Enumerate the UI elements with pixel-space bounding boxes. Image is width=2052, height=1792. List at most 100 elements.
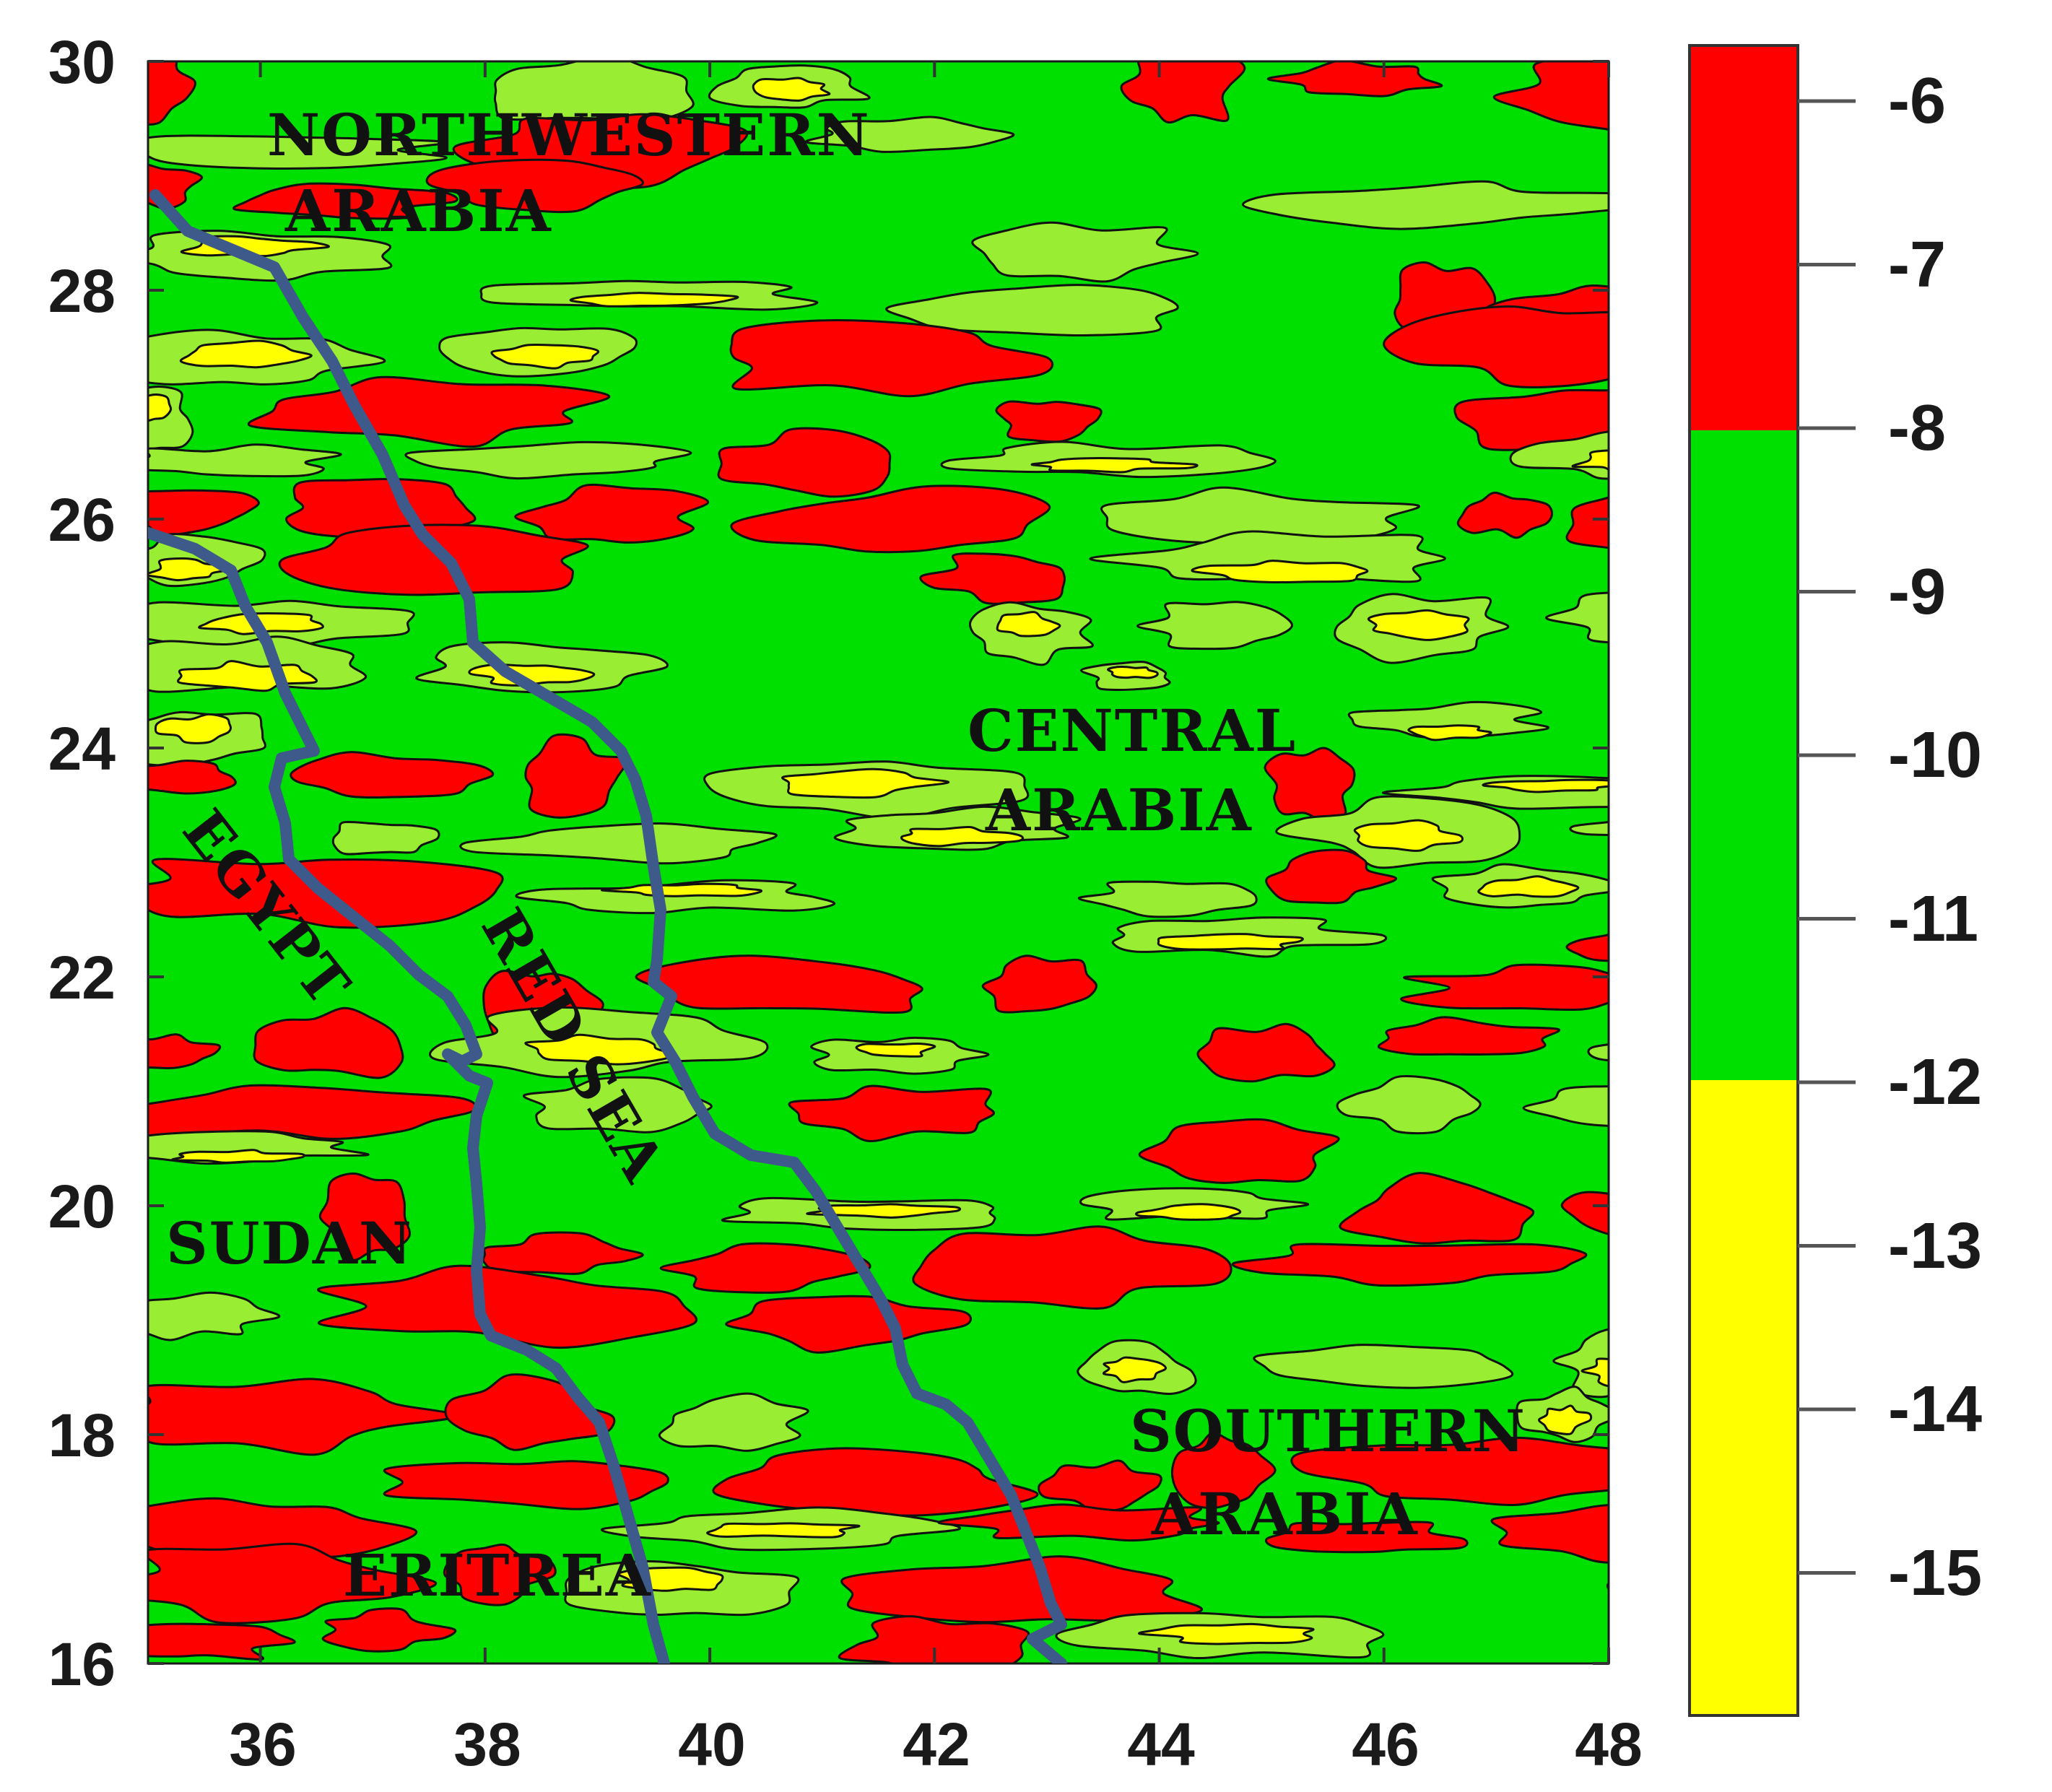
red-contour-region xyxy=(1196,1022,1336,1083)
yellow-contour-region xyxy=(996,611,1061,638)
red-contour-region xyxy=(1565,933,1609,962)
yellow-contour-region xyxy=(1138,1622,1315,1645)
yellow-contour-region xyxy=(154,713,232,744)
red-contour-region xyxy=(425,158,644,214)
red-contour-region xyxy=(148,1084,477,1140)
lightgreen-contour-region xyxy=(1242,180,1609,230)
red-contour-region xyxy=(524,733,628,819)
x-tick-label: 36 xyxy=(229,1710,296,1778)
red-contour-region xyxy=(443,1543,557,1606)
red-contour-region xyxy=(1383,305,1609,388)
red-contour-region xyxy=(659,1242,871,1294)
yellow-contour-region xyxy=(601,882,763,897)
yellow-contour-region xyxy=(170,1149,306,1164)
red-contour-region xyxy=(148,1542,438,1624)
red-contour-region xyxy=(1120,61,1246,124)
red-contour-region xyxy=(148,489,260,536)
red-contour-region xyxy=(1565,496,1609,549)
region-label-southern: SOUTHERN xyxy=(1130,1397,1526,1465)
red-contour-region xyxy=(148,1033,222,1069)
yellow-contour-region xyxy=(1191,560,1369,584)
lightgreen-contour-region xyxy=(1545,591,1609,644)
y-tick-label: 16 xyxy=(48,1630,116,1698)
yellow-contour-region xyxy=(1030,457,1199,474)
lightgreen-contour-region xyxy=(1569,820,1609,836)
colorbar-label: -6 xyxy=(1888,65,1946,137)
red-contour-region xyxy=(725,1295,972,1354)
red-contour-region xyxy=(1265,848,1398,905)
colorbar-label: -13 xyxy=(1888,1210,1982,1282)
colorbar-labels: -6 -7 -8 -9 -10 -11 -12 -13 -14 -15 xyxy=(1888,65,1982,1609)
yellow-contour-region xyxy=(781,767,950,799)
lightgreen-contour-region xyxy=(1522,1085,1609,1128)
colorbar-label: -15 xyxy=(1888,1537,1982,1609)
x-tick-label: 46 xyxy=(1352,1710,1419,1778)
red-sea-west-coast xyxy=(148,527,670,1663)
red-contour-region xyxy=(995,400,1103,443)
lightgreen-contour-region xyxy=(971,221,1199,283)
yellow-contour-region xyxy=(148,393,173,422)
red-contour-region xyxy=(1399,963,1609,1012)
red-contour-region xyxy=(730,484,1051,554)
red-contour-region xyxy=(232,182,458,220)
red-contour-region xyxy=(712,1447,1039,1517)
yellow-contour-region xyxy=(1407,724,1492,741)
red-sea-east-coast xyxy=(149,189,1067,1663)
y-tick-label: 18 xyxy=(48,1401,116,1469)
red-contour-region xyxy=(937,1503,1220,1542)
y-tick-label: 28 xyxy=(48,257,116,325)
yellow-contour-region xyxy=(855,1042,936,1058)
red-contour-region xyxy=(317,1264,698,1349)
x-tick-label: 38 xyxy=(453,1710,521,1778)
lightgreen-contour-region xyxy=(1336,1075,1482,1135)
x-tick-label: 40 xyxy=(678,1710,745,1778)
colorbar-label: -7 xyxy=(1888,229,1946,301)
red-contour-region xyxy=(321,1607,457,1653)
red-contour-region xyxy=(290,751,495,799)
yellow-contour-region xyxy=(179,339,313,369)
red-contour-region xyxy=(148,1622,296,1661)
lightgreen-contour-region xyxy=(459,822,778,865)
red-contour-region xyxy=(919,552,1066,605)
red-contour-region xyxy=(1490,1504,1609,1564)
lightgreen-contour-region xyxy=(1077,880,1258,918)
red-contour-region xyxy=(1606,1582,1609,1591)
red-contour-region xyxy=(1138,1118,1340,1184)
yellow-contour-region xyxy=(900,825,1025,848)
x-tick-label: 42 xyxy=(903,1710,970,1778)
yellow-contour-region xyxy=(1538,1404,1593,1435)
yellow-contour-region xyxy=(1135,1203,1242,1221)
y-tick-label: 22 xyxy=(48,944,116,1012)
yellow-contour-region xyxy=(1482,778,1609,793)
red-contour-region xyxy=(148,61,196,126)
yellow-contour-region xyxy=(706,1522,861,1539)
lightgreen-contour-region xyxy=(148,443,342,478)
yellow-contour-region xyxy=(1157,933,1304,951)
yellow-contour-region xyxy=(1477,875,1580,898)
lightgreen-contour-region xyxy=(1253,1344,1514,1389)
lightgreen-contour-region xyxy=(404,440,692,480)
lightgreen-contour-region xyxy=(148,1291,281,1341)
colorbar-label: -12 xyxy=(1888,1046,1982,1118)
red-contour-region xyxy=(717,427,892,498)
red-contour-region xyxy=(838,1615,1030,1663)
region-label-eritrea: ERITREA xyxy=(343,1541,652,1609)
y-tick-labels: 16 18 20 22 24 26 28 30 xyxy=(48,28,116,1698)
red-contour-region xyxy=(1290,1436,1609,1507)
region-label-northwestern: NORTHWESTERN xyxy=(267,101,871,169)
contour-field xyxy=(148,61,1609,1663)
x-tick-label: 44 xyxy=(1127,1710,1195,1778)
red-contour-region xyxy=(318,1172,412,1261)
red-contour-region xyxy=(482,1231,644,1275)
lightgreen-contour-region xyxy=(1136,601,1293,651)
colorbar-label: -11 xyxy=(1888,883,1978,955)
colorbar-ticks xyxy=(1798,99,1856,1575)
colorbar-legend: -6 -7 -8 -9 -10 -11 -12 -13 -14 -15 xyxy=(1688,44,1982,1717)
region-label-northwestern-arabia: ARABIA xyxy=(284,177,552,245)
lightgreen-contour-region xyxy=(331,820,440,856)
y-tick-label: 30 xyxy=(48,28,116,96)
yellow-contour-region xyxy=(752,77,831,102)
x-tick-label: 48 xyxy=(1575,1710,1642,1778)
yellow-contour-region xyxy=(1102,1356,1167,1383)
red-contour-region xyxy=(1339,1172,1535,1245)
